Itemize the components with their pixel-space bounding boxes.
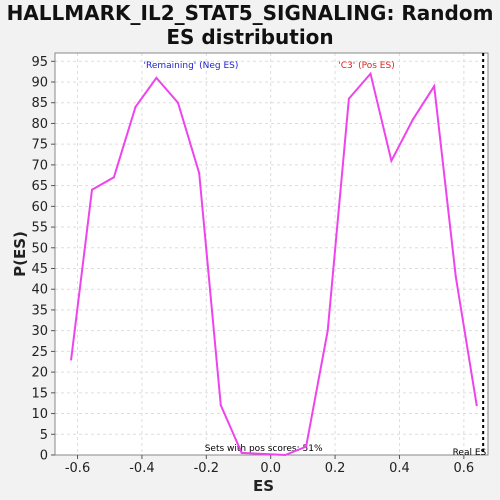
data-point bbox=[284, 454, 287, 456]
data-point bbox=[475, 404, 478, 407]
data-point bbox=[176, 101, 179, 104]
x-tick-label: -0.2 bbox=[194, 461, 219, 476]
data-point bbox=[390, 159, 393, 162]
chart-title-line-2: ES distribution bbox=[166, 25, 334, 49]
neg-es-annotation: 'Remaining' (Neg ES) bbox=[144, 61, 239, 71]
y-tick-label: 40 bbox=[31, 283, 48, 298]
plot-area bbox=[55, 53, 488, 455]
data-point bbox=[454, 275, 457, 278]
y-tick-label: 70 bbox=[31, 158, 48, 173]
y-tick-label: 10 bbox=[31, 407, 48, 422]
data-point bbox=[433, 85, 436, 88]
data-point bbox=[134, 105, 137, 108]
x-tick-label: 0.2 bbox=[325, 461, 346, 476]
y-tick-label: 75 bbox=[31, 138, 48, 153]
pos-scores-annotation: Sets with pos scores: 51% bbox=[205, 444, 323, 454]
data-point bbox=[347, 97, 350, 100]
x-axis-label: ES bbox=[253, 477, 274, 495]
y-tick-label: 60 bbox=[31, 200, 48, 215]
x-tick-label: -0.6 bbox=[65, 461, 90, 476]
data-point bbox=[411, 118, 414, 121]
y-tick-label: 55 bbox=[31, 221, 48, 236]
data-point bbox=[70, 358, 73, 361]
data-point bbox=[112, 176, 115, 179]
y-tick-label: 85 bbox=[31, 96, 48, 111]
data-point bbox=[305, 445, 308, 448]
y-tick-label: 90 bbox=[31, 76, 48, 91]
data-point bbox=[369, 72, 372, 75]
y-tick-label: 35 bbox=[31, 303, 48, 318]
y-tick-label: 80 bbox=[31, 117, 48, 132]
x-tick-label: -0.4 bbox=[129, 461, 154, 476]
data-point bbox=[198, 172, 201, 175]
x-tick-label: 0.4 bbox=[389, 461, 410, 476]
x-tick-label: 0.6 bbox=[454, 461, 475, 476]
real-es-annotation: Real ES 0.66 bbox=[453, 448, 500, 458]
y-tick-label: 20 bbox=[31, 366, 48, 381]
data-point bbox=[326, 329, 329, 332]
y-tick-label: 0 bbox=[40, 449, 48, 464]
y-tick-label: 45 bbox=[31, 262, 48, 277]
chart-title-line-1: HALLMARK_IL2_STAT5_SIGNALING: Random bbox=[6, 1, 494, 25]
y-tick-label: 5 bbox=[40, 428, 48, 443]
pos-es-annotation: 'C3' (Pos ES) bbox=[338, 61, 394, 71]
y-axis-label: P(ES) bbox=[11, 231, 29, 277]
data-point bbox=[240, 451, 243, 454]
y-tick-label: 95 bbox=[31, 55, 48, 70]
data-point bbox=[91, 188, 94, 191]
y-tick-label: 25 bbox=[31, 345, 48, 360]
x-tick-label: 0.0 bbox=[260, 461, 281, 476]
y-tick-label: 30 bbox=[31, 324, 48, 339]
data-point bbox=[155, 76, 158, 79]
data-point bbox=[219, 404, 222, 407]
y-tick-label: 50 bbox=[31, 241, 48, 256]
y-tick-label: 65 bbox=[31, 179, 48, 194]
y-tick-label: 15 bbox=[31, 386, 48, 401]
